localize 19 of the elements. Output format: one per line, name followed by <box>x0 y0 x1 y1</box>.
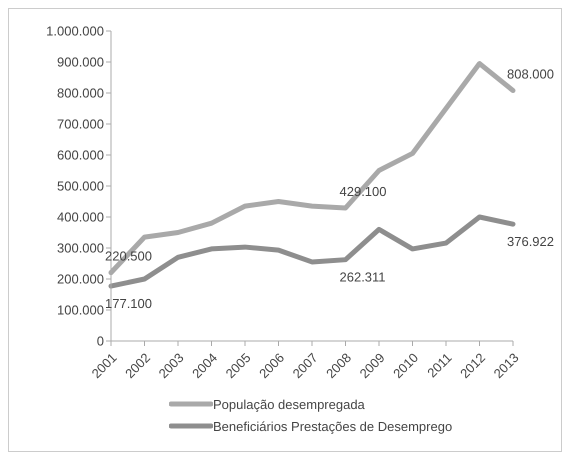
data-label: 429.100 <box>340 184 386 199</box>
y-tick-label: 300.000 <box>57 240 104 256</box>
data-label: 177.100 <box>105 296 152 312</box>
y-tick-label: 500.000 <box>57 178 104 194</box>
data-label: 376.922 <box>507 234 554 250</box>
data-label: 262.311 <box>340 270 386 285</box>
y-tick-label: 0 <box>96 334 104 349</box>
y-tick-label: 100.000 <box>57 302 104 318</box>
y-tick-label: 700.000 <box>57 116 104 132</box>
y-tick-label: 400.000 <box>57 210 104 225</box>
legend-label: População desempregada <box>213 396 365 412</box>
y-tick-label: 900.000 <box>57 54 104 70</box>
y-tick-label: 200.000 <box>57 272 104 287</box>
data-label: 808.000 <box>507 66 554 82</box>
y-tick-label: 800.000 <box>57 86 104 101</box>
legend-label: Beneficiários Prestações de Desemprego <box>213 418 452 434</box>
data-label: 220.500 <box>105 248 152 264</box>
y-tick-label: 1.000.000 <box>46 24 104 39</box>
y-tick-label: 600.000 <box>57 148 104 163</box>
